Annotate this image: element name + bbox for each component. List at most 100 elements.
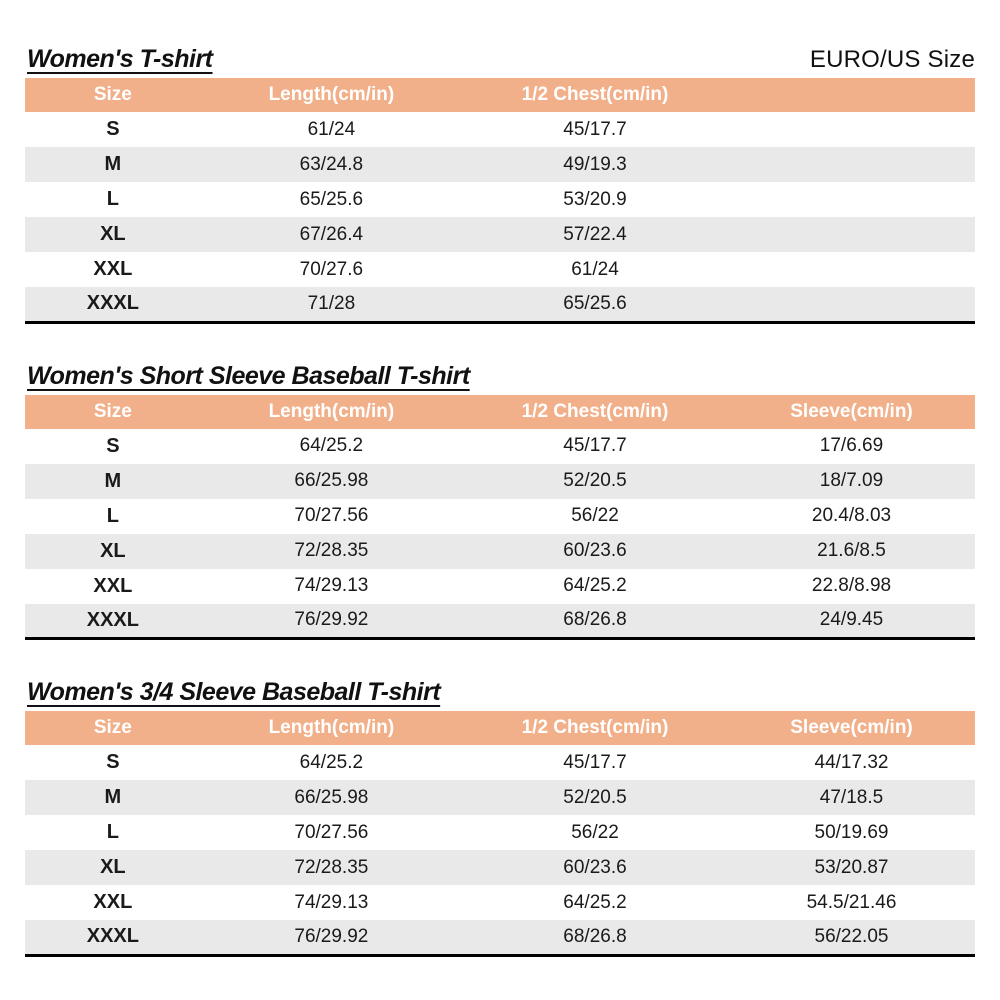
table-row: M 66/25.98 52/20.5 18/7.09: [25, 463, 975, 499]
cell-sleeve: 50/19.69: [814, 821, 889, 843]
table-title-womens-tshirt: Women's T-shirt: [27, 45, 213, 73]
section-short-sleeve-baseball: Women's Short Sleeve Baseball T-shirt Si…: [25, 361, 975, 640]
table-row: XXXL 76/29.92 68/26.8 56/22.05: [25, 920, 975, 955]
cell-size: M: [104, 153, 122, 175]
section-three-quarter-sleeve-baseball: Women's 3/4 Sleeve Baseball T-shirt Size…: [25, 677, 975, 957]
size-table-womens-tshirt: Size Length(cm/in) 1/2 Chest(cm/in) S 61…: [25, 78, 975, 324]
cell-sleeve: 22.8/8.98: [811, 575, 892, 596]
cell-size: XL: [100, 539, 126, 562]
cell-size: M: [104, 786, 122, 808]
cell-chest: 68/26.8: [563, 925, 627, 947]
cell-chest: 65/25.6: [563, 292, 627, 314]
title-row-three-quarter-sleeve: Women's 3/4 Sleeve Baseball T-shirt: [25, 677, 975, 707]
cell-sleeve: 21.6/8.5: [817, 540, 886, 561]
cell-size: L: [106, 504, 119, 527]
header-row: Size Length(cm/in) 1/2 Chest(cm/in) Slee…: [25, 711, 975, 745]
column-header-size: Size: [25, 711, 201, 745]
table-row: XXL 74/29.13 64/25.2 22.8/8.98: [25, 569, 975, 604]
cell-size: XXL: [93, 258, 133, 280]
table-row: M 66/25.98 52/20.5 47/18.5: [25, 780, 975, 815]
cell-length: 66/25.98: [294, 470, 369, 491]
table-row: XL 72/28.35 60/23.6 21.6/8.5: [25, 533, 975, 569]
cell-chest: 45/17.7: [563, 751, 627, 773]
cell-sleeve: 53/20.87: [814, 856, 889, 878]
cell-length: 63/24.8: [299, 153, 364, 175]
table-row: S 64/25.2 45/17.7 17/6.69: [25, 429, 975, 464]
table-row: XXL 70/27.6 61/24: [25, 252, 975, 287]
column-header-empty: [728, 78, 975, 112]
cell-length: 74/29.13: [294, 891, 369, 913]
cell-sleeve: 44/17.32: [814, 751, 889, 773]
cell-chest: 56/22: [571, 821, 619, 843]
cell-length: 70/27.6: [299, 258, 364, 280]
cell-chest: 52/20.5: [563, 786, 627, 808]
header-row: Size Length(cm/in) 1/2 Chest(cm/in): [25, 78, 975, 112]
cell-size: S: [106, 118, 120, 140]
cell-chest: 49/19.3: [563, 153, 627, 175]
cell-length: 74/29.13: [294, 575, 369, 596]
cell-chest: 53/20.9: [563, 188, 627, 210]
cell-sleeve: 18/7.09: [819, 470, 884, 491]
cell-size: S: [106, 434, 120, 457]
table-row: L 70/27.56 56/22 50/19.69: [25, 815, 975, 850]
table-title-three-quarter-sleeve: Women's 3/4 Sleeve Baseball T-shirt: [27, 678, 441, 706]
table-row: S 64/25.2 45/17.7 44/17.32: [25, 745, 975, 780]
cell-empty: [728, 217, 975, 252]
size-chart-content: Women's T-shirt EURO/US Size Size Length…: [25, 0, 975, 957]
cell-chest: 61/24: [571, 258, 619, 280]
cell-size: L: [106, 821, 119, 843]
cell-length: 71/28: [307, 292, 356, 314]
cell-length: 67/26.4: [299, 223, 364, 245]
table-title-short-sleeve: Women's Short Sleeve Baseball T-shirt: [27, 361, 470, 390]
cell-chest: 52/20.5: [563, 470, 627, 491]
cell-empty: [728, 147, 975, 182]
size-system-label: EURO/US Size: [809, 46, 975, 73]
table-row: M 63/24.8 49/19.3: [25, 147, 975, 182]
cell-size: XL: [100, 856, 126, 878]
cell-chest: 60/23.6: [563, 856, 627, 878]
cell-empty: [728, 112, 975, 147]
size-table-short-sleeve: Size Length(cm/in) 1/2 Chest(cm/in) Slee…: [25, 394, 975, 640]
cell-chest: 68/26.8: [563, 609, 627, 631]
cell-size: L: [106, 188, 119, 210]
column-header-chest: 1/2 Chest(cm/in): [462, 78, 728, 112]
cell-length: 64/25.2: [299, 751, 364, 773]
title-row-short-sleeve: Women's Short Sleeve Baseball T-shirt: [25, 361, 975, 391]
header-row: Size Length(cm/in) 1/2 Chest(cm/in) Slee…: [25, 394, 975, 429]
cell-length: 76/29.92: [294, 609, 369, 631]
cell-length: 76/29.92: [294, 925, 369, 947]
table-row: XXXL 76/29.92 68/26.8 24/9.45: [25, 603, 975, 639]
size-table-three-quarter-sleeve: Size Length(cm/in) 1/2 Chest(cm/in) Slee…: [25, 711, 975, 957]
cell-length: 70/27.56: [294, 821, 369, 843]
cell-empty: [728, 287, 975, 322]
cell-sleeve: 47/18.5: [819, 786, 884, 808]
table-row: XL 67/26.4 57/22.4: [25, 217, 975, 252]
table-row: XXXL 71/28 65/25.6: [25, 287, 975, 322]
table-row: XXL 74/29.13 64/25.2 54.5/21.46: [25, 885, 975, 920]
cell-size: XXXL: [86, 292, 139, 315]
cell-chest: 56/22: [571, 505, 619, 526]
cell-length: 70/27.56: [294, 505, 369, 526]
column-header-sleeve: Sleeve(cm/in): [728, 711, 975, 745]
cell-empty: [728, 252, 975, 287]
cell-size: XXXL: [86, 925, 139, 948]
cell-chest: 64/25.2: [563, 575, 627, 596]
cell-sleeve: 20.4/8.03: [811, 505, 892, 526]
column-header-length: Length(cm/in): [200, 711, 462, 745]
section-womens-tshirt: Women's T-shirt EURO/US Size Size Length…: [25, 0, 975, 324]
table-row: L 70/27.56 56/22 20.4/8.03: [25, 499, 975, 534]
cell-chest: 45/17.7: [563, 118, 627, 140]
cell-empty: [728, 182, 975, 217]
title-row-womens-tshirt: Women's T-shirt EURO/US Size: [25, 44, 975, 74]
cell-length: 72/28.35: [294, 540, 369, 561]
cell-length: 72/28.35: [294, 856, 369, 878]
column-header-sleeve: Sleeve(cm/in): [728, 394, 975, 429]
cell-length: 61/24: [307, 118, 356, 140]
column-header-chest: 1/2 Chest(cm/in): [462, 394, 728, 429]
table-row: XL 72/28.35 60/23.6 53/20.87: [25, 850, 975, 885]
cell-chest: 57/22.4: [563, 223, 627, 245]
cell-size: XL: [100, 223, 126, 245]
cell-length: 66/25.98: [294, 786, 369, 808]
cell-sleeve: 54.5/21.46: [806, 891, 897, 913]
